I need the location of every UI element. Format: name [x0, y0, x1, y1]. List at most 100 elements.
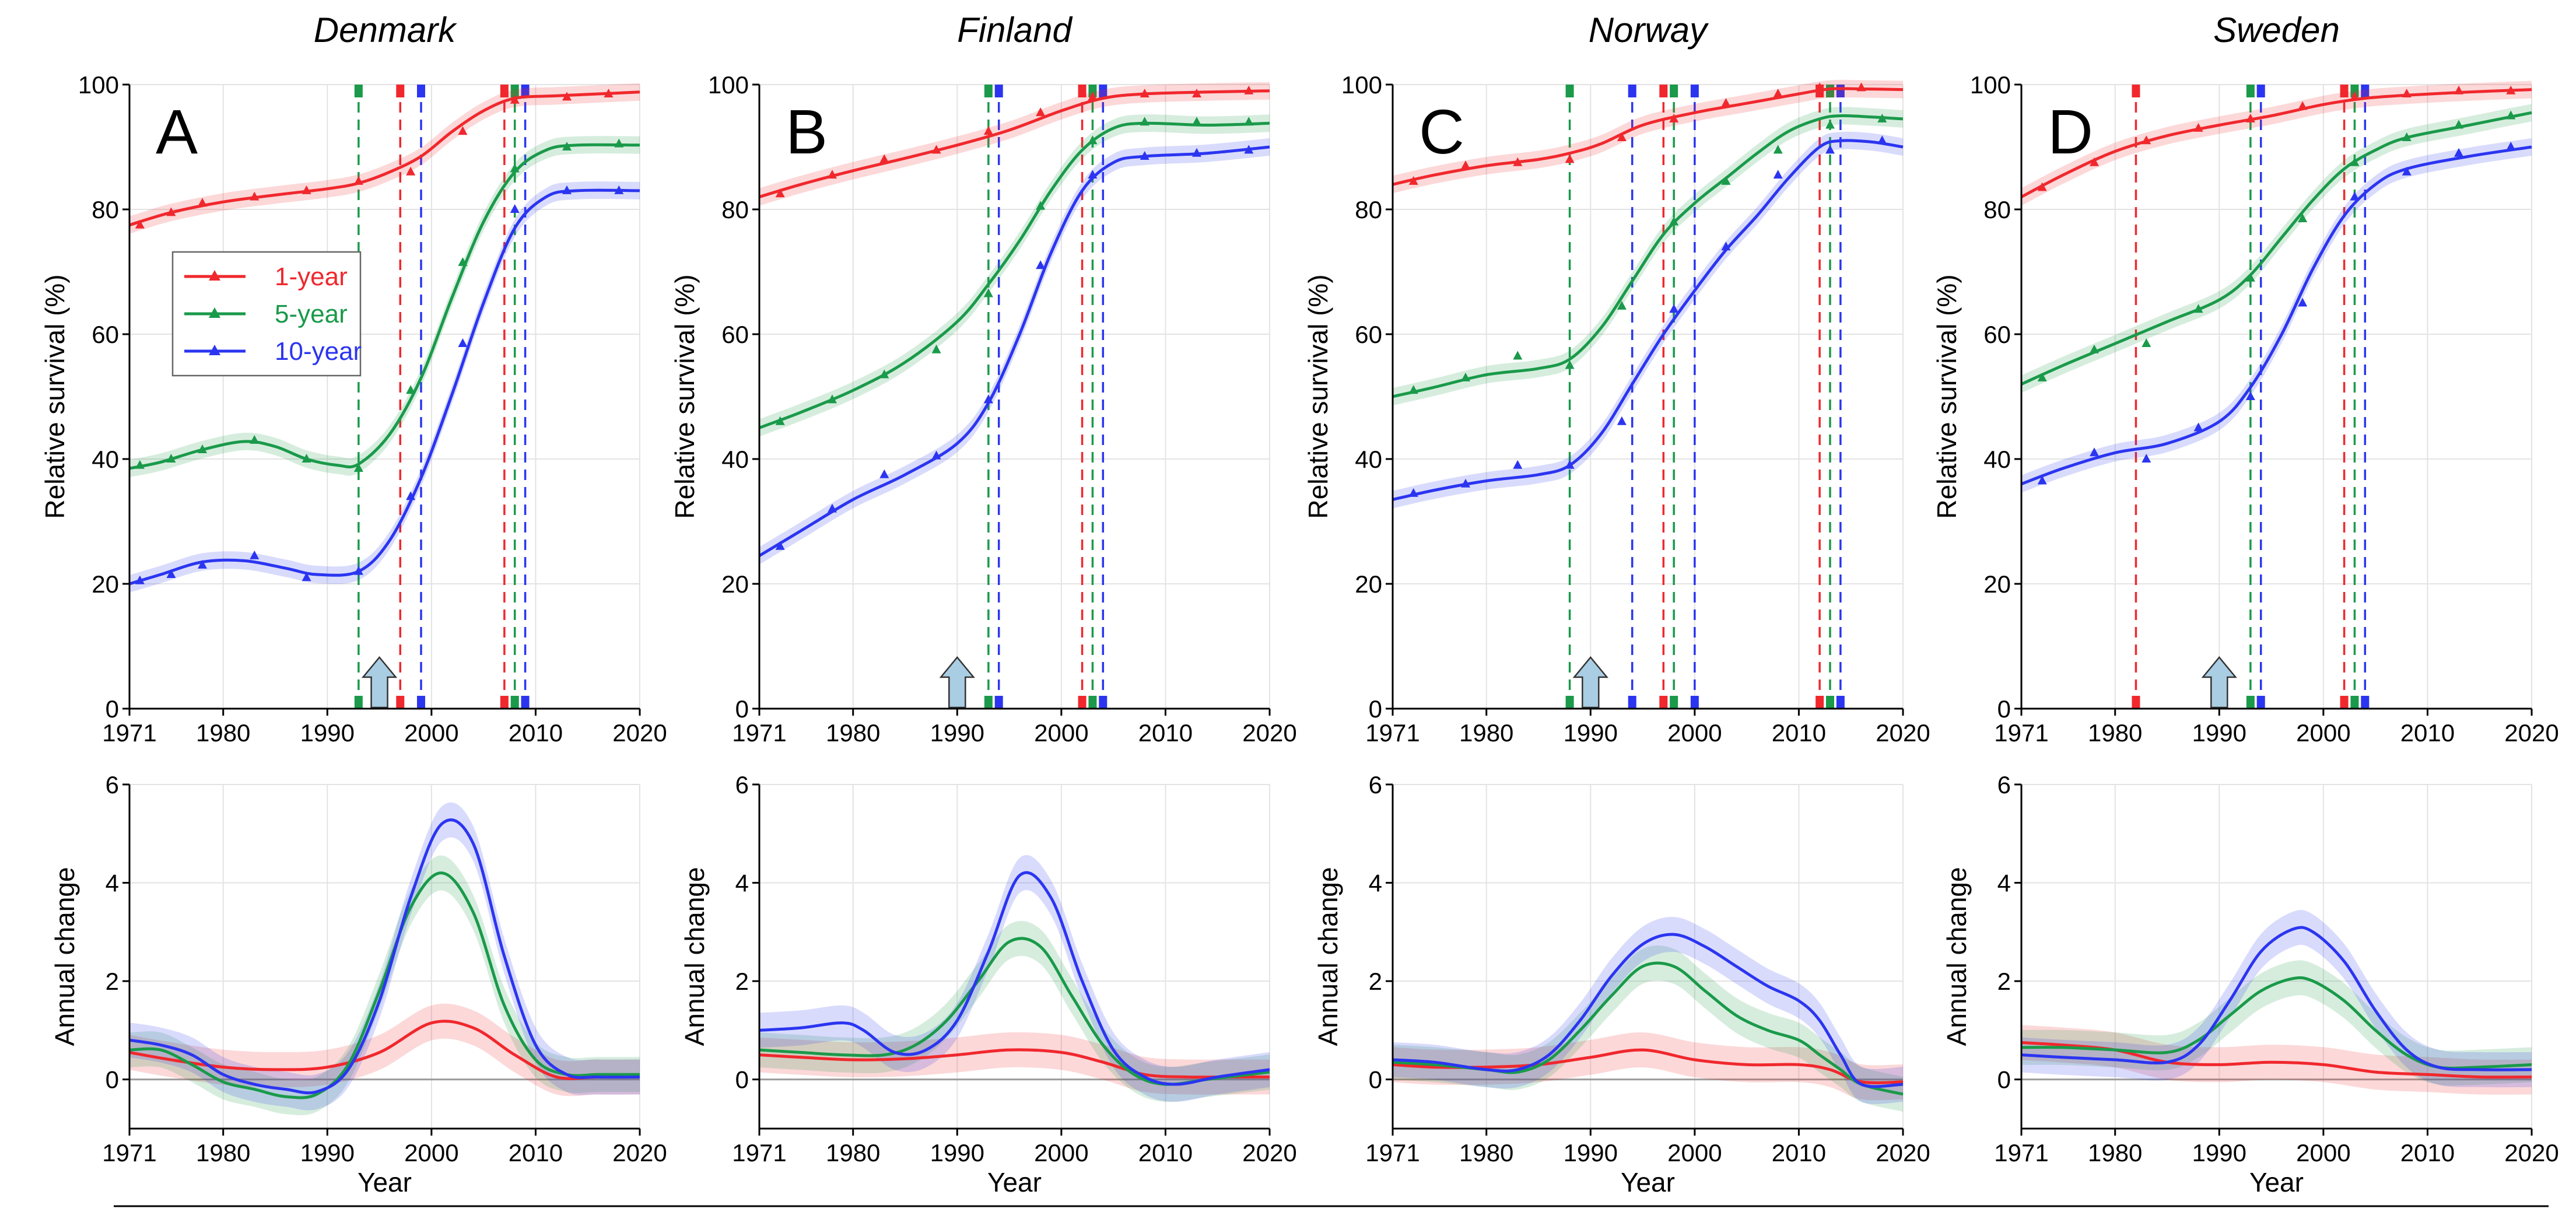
- joinpoint-marker-top: [500, 85, 509, 97]
- data-point-1-year: [879, 154, 889, 163]
- ci-band-10-year: [129, 181, 640, 593]
- x-tick-label: 2020: [1242, 719, 1296, 747]
- data-point-1-year: [1408, 176, 1418, 185]
- legend-label-10-year: 10-year: [275, 337, 362, 366]
- y-tick-label: 4: [106, 870, 119, 897]
- data-point-1-year: [2454, 85, 2463, 94]
- y-tick-label: 6: [1997, 771, 2011, 798]
- x-tick-label: 1990: [1564, 719, 1618, 747]
- panel-label: B: [786, 96, 828, 167]
- x-tick-label: 1971: [102, 719, 156, 747]
- x-tick-label: 2020: [2504, 1139, 2559, 1167]
- ci-band-10-year: [2021, 910, 2532, 1088]
- data-point-10-year: [828, 503, 837, 513]
- data-point-5-year: [510, 163, 520, 173]
- survival-line-5-year: [759, 121, 1270, 429]
- data-point-5-year: [879, 369, 889, 379]
- x-tick-label: 2010: [509, 719, 563, 747]
- data-point-10-year: [2037, 475, 2047, 485]
- y-tick-label: 2: [106, 968, 119, 995]
- data-point-5-year: [302, 454, 311, 463]
- joinpoint-marker-top: [417, 85, 425, 97]
- x-tick-label: 2010: [2400, 1139, 2455, 1167]
- y-tick-label: 80: [92, 196, 119, 223]
- y-tick-label: 100: [1970, 71, 2011, 99]
- ci-band-5-year: [2021, 104, 2532, 393]
- x-tick-label: 2010: [1138, 1139, 1193, 1167]
- y-tick-label: 100: [78, 71, 119, 99]
- y-axis-label-top: Relative survival (%): [1932, 274, 1962, 519]
- screening-arrow-icon: [2201, 656, 2237, 709]
- data-point-1-year: [1721, 98, 1731, 107]
- data-point-5-year: [1773, 145, 1783, 154]
- annual-change-plot: 0 2 4 6 1971 1980 1990 2000 2010 2020 Year Annual c…: [50, 771, 667, 1197]
- joinpoint-marker-bottom: [510, 696, 519, 709]
- data-point-1-year: [302, 185, 311, 194]
- joinpoint-marker-top: [510, 85, 519, 97]
- data-point-1-year: [2090, 157, 2099, 166]
- joinpoint-marker-bottom: [1670, 696, 1678, 709]
- data-point-5-year: [2402, 132, 2412, 141]
- data-point-10-year: [1088, 170, 1098, 179]
- joinpoint-marker-top: [1659, 85, 1668, 97]
- x-tick-label: 2020: [1876, 719, 1930, 747]
- data-point-1-year: [135, 219, 145, 229]
- joinpoint-marker-bottom: [1826, 696, 1834, 709]
- data-point-5-year: [198, 444, 207, 453]
- y-tick-label: 40: [92, 446, 119, 473]
- data-point-5-year: [1244, 117, 1254, 126]
- ci-band-1-year: [2021, 80, 2532, 206]
- joinpoint-marker-top: [2350, 85, 2359, 97]
- y-tick-label: 0: [106, 695, 119, 723]
- joinpoint-marker-bottom: [1078, 696, 1087, 709]
- panel-title: Finland: [957, 10, 1073, 50]
- x-tick-label: 1971: [732, 1139, 786, 1167]
- annual-change-plot: 0 2 4 6 1971 1980 1990 2000 2010 2020 Year Annual c…: [679, 771, 1297, 1197]
- joinpoint-marker-bottom: [396, 696, 405, 709]
- joinpoint-marker-bottom: [1659, 696, 1668, 709]
- data-point-10-year: [1565, 460, 1575, 469]
- data-point-1-year: [166, 207, 176, 216]
- data-point-10-year: [510, 204, 520, 213]
- x-tick-label: 1990: [300, 719, 355, 747]
- survival-plot: 0 20 40 60 80 100 1971 1980 1990 2000 2010 2020 D Rel…: [1932, 71, 2559, 747]
- y-tick-label: 0: [735, 695, 749, 723]
- data-point-1-year: [1036, 107, 1046, 117]
- data-point-5-year: [1088, 135, 1098, 145]
- ci-band-5-year: [759, 920, 1270, 1102]
- joinpoint-marker-bottom: [994, 696, 1003, 709]
- data-point-10-year: [614, 185, 624, 194]
- survival-line-1-year: [129, 90, 640, 227]
- y-axis-label-bottom: Annual change: [1941, 867, 1972, 1046]
- y-axis-label-bottom: Annual change: [50, 867, 80, 1046]
- annual-change-line-10-year: [759, 871, 1270, 1086]
- data-point-1-year: [406, 166, 416, 176]
- data-point-5-year: [1192, 117, 1201, 126]
- data-point-1-year: [1513, 157, 1523, 166]
- data-point-5-year: [1617, 300, 1627, 310]
- data-point-5-year: [2037, 372, 2047, 381]
- data-point-10-year: [1244, 145, 1254, 154]
- data-point-10-year: [1877, 135, 1887, 145]
- data-point-10-year: [2454, 148, 2463, 157]
- data-point-10-year: [1036, 260, 1046, 269]
- x-tick-label: 2000: [1667, 719, 1722, 747]
- ci-band-1-year: [1393, 1032, 1903, 1101]
- data-point-10-year: [1721, 241, 1731, 251]
- x-tick-label: 2000: [1667, 1139, 1722, 1167]
- data-point-10-year: [1140, 151, 1149, 160]
- x-tick-label: 1980: [2088, 719, 2142, 747]
- data-point-5-year: [1513, 351, 1523, 360]
- y-tick-label: 2: [735, 968, 749, 995]
- data-point-5-year: [2193, 304, 2203, 313]
- x-tick-label: 2000: [2296, 1139, 2350, 1167]
- data-point-1-year: [931, 145, 941, 154]
- data-point-1-year: [1815, 82, 1825, 92]
- screening-arrow-icon: [1572, 656, 1608, 709]
- x-axis-label: Year: [1621, 1167, 1675, 1197]
- joinpoint-marker-bottom: [1088, 696, 1097, 709]
- y-tick-label: 60: [1983, 321, 2011, 348]
- x-tick-label: 2000: [2296, 719, 2350, 747]
- data-point-10-year: [931, 450, 941, 460]
